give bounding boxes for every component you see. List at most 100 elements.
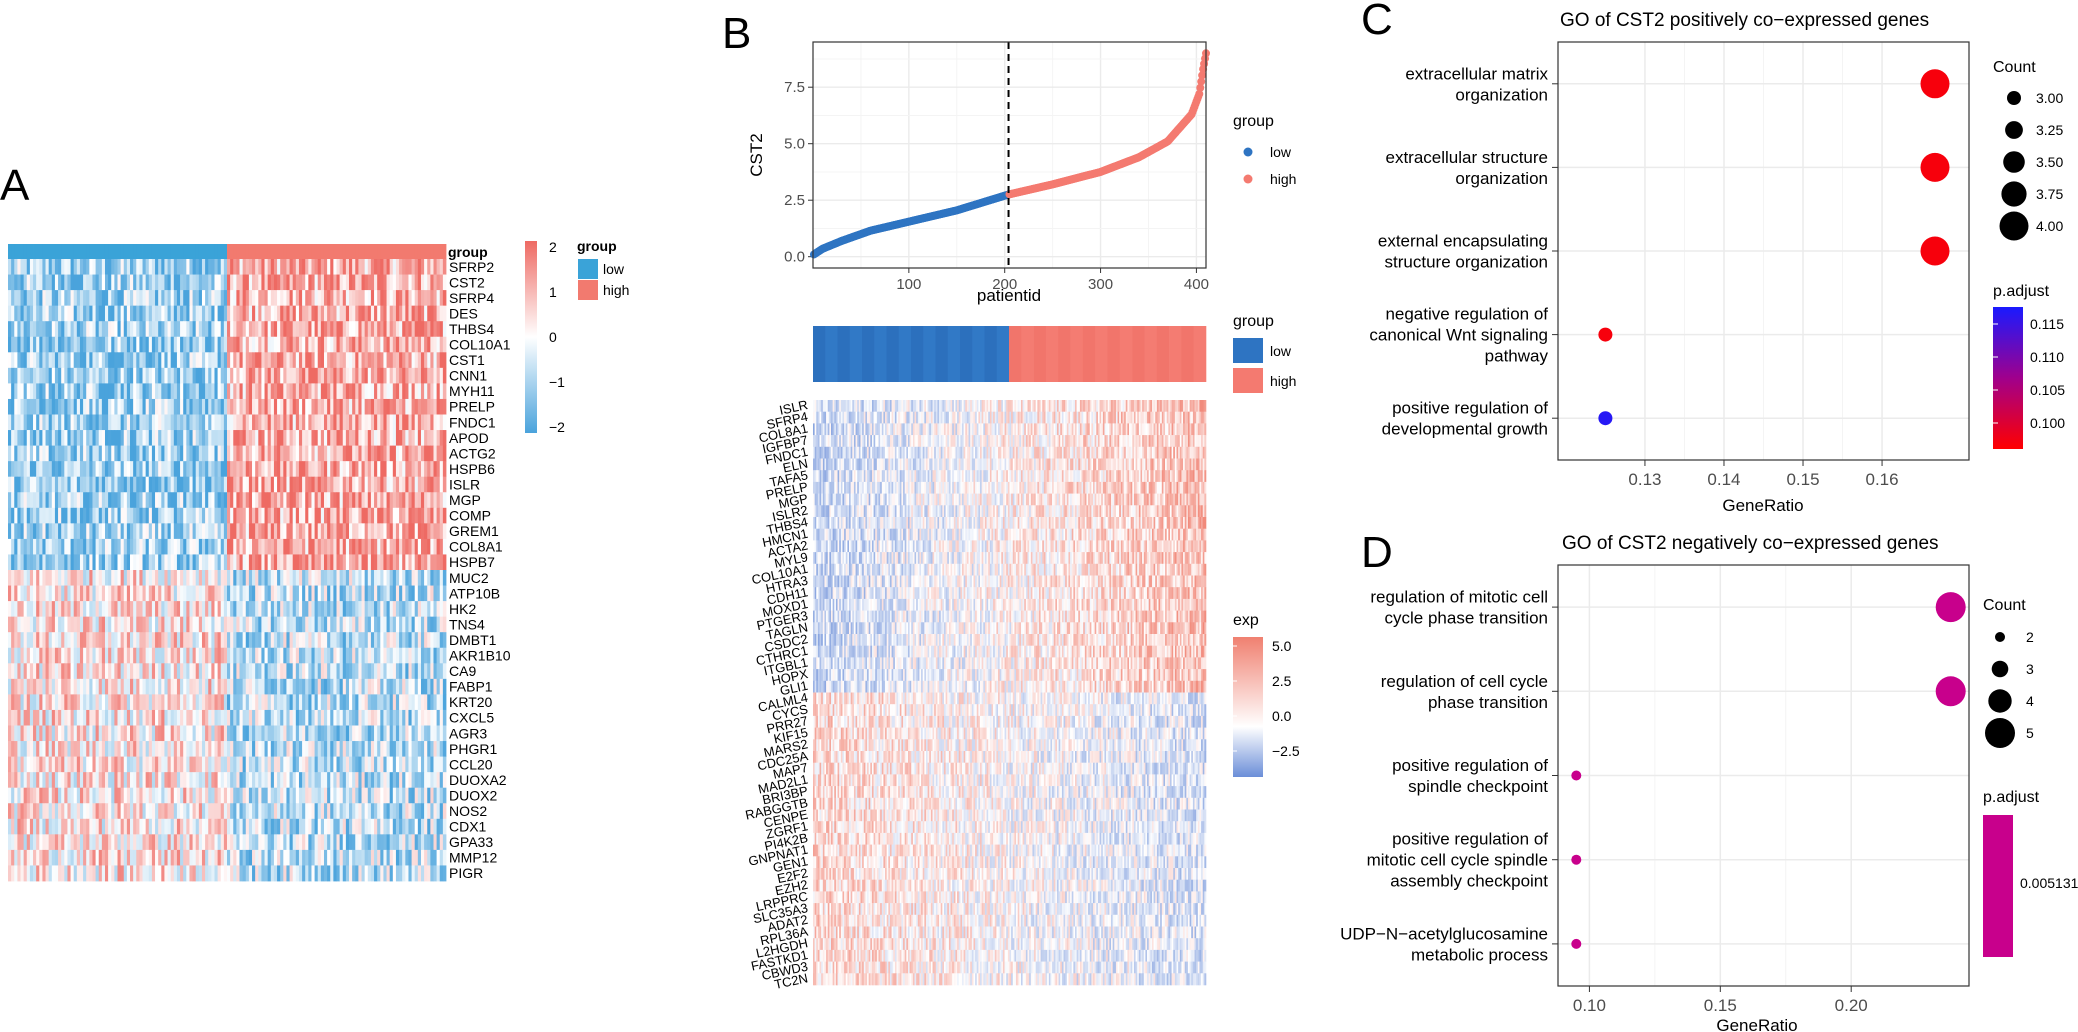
heatmap-a-cell bbox=[258, 538, 262, 555]
heatmap-a-cell bbox=[198, 787, 203, 804]
heatmap-a-cell bbox=[358, 647, 362, 664]
heatmap-a-cell bbox=[305, 694, 309, 711]
heatmap-a-cell bbox=[349, 383, 353, 400]
heatmap-a-cell bbox=[298, 492, 303, 509]
heatmap-a-cell bbox=[161, 632, 165, 649]
heatmap-a-cell bbox=[349, 414, 353, 431]
heatmap-a-cell bbox=[126, 694, 131, 711]
heatmap-a-cell bbox=[414, 430, 419, 446]
heatmap-a-cell bbox=[339, 507, 344, 524]
heatmap-a-cell bbox=[98, 632, 103, 649]
heatmap-a-cell bbox=[48, 554, 53, 571]
heatmap-a-cell bbox=[242, 336, 247, 353]
heatmap-a-cell bbox=[367, 290, 372, 307]
heatmap-a-cell bbox=[355, 398, 359, 415]
heatmap-a-cell bbox=[151, 725, 156, 742]
heatmap-a-cell bbox=[8, 756, 12, 773]
heatmap-a-cell bbox=[117, 259, 122, 275]
heatmap-a-cell bbox=[36, 772, 40, 789]
heatmap-a-cell bbox=[270, 616, 275, 633]
heatmap-a-cell bbox=[380, 523, 384, 540]
heatmap-a-cell bbox=[386, 476, 391, 493]
heatmap-a-cell bbox=[54, 585, 59, 602]
heatmap-a-cell bbox=[167, 461, 172, 478]
heatmap-a-cell bbox=[230, 663, 234, 680]
heatmap-a-cell bbox=[352, 305, 356, 322]
heatmap-a-cell bbox=[442, 398, 447, 415]
heatmap-a-cell bbox=[92, 756, 96, 773]
heatmap-a-cell bbox=[73, 647, 78, 664]
heatmap-a-cell bbox=[201, 445, 206, 462]
heatmap-a-group-annotation bbox=[8, 244, 447, 260]
heatmap-a-cell bbox=[364, 632, 369, 649]
heatmap-a-cell bbox=[380, 290, 384, 307]
heatmap-a-cell bbox=[79, 663, 84, 680]
heatmap-a-cell bbox=[436, 476, 441, 493]
heatmap-a-cell bbox=[148, 772, 153, 789]
heatmap-a-cell bbox=[123, 663, 128, 680]
heatmap-a-cell bbox=[414, 367, 419, 384]
heatmap-a-cell bbox=[155, 336, 159, 353]
heatmap-a-cell bbox=[273, 290, 278, 307]
heatmap-a-cell bbox=[51, 787, 56, 804]
heatmap-a-cell bbox=[436, 523, 441, 540]
heatmap-a-cell bbox=[327, 741, 331, 757]
heatmap-a-cell bbox=[227, 741, 231, 757]
heatmap-a-cell bbox=[123, 725, 128, 742]
heatmap-a-cell bbox=[342, 647, 347, 664]
heatmap-a-cell bbox=[258, 321, 262, 338]
heatmap-a-cell bbox=[433, 492, 438, 509]
heatmap-a-cell bbox=[267, 430, 272, 446]
heatmap-a-cell bbox=[380, 585, 384, 602]
heatmap-a-cell bbox=[289, 352, 294, 369]
heatmap-a-cell bbox=[230, 523, 234, 540]
heatmap-a-cell bbox=[236, 430, 240, 446]
heatmap-a-cell bbox=[330, 383, 334, 400]
heatmap-a-cell bbox=[214, 476, 219, 493]
heatmap-a-cell bbox=[33, 398, 37, 415]
heatmap-a-cell bbox=[148, 414, 153, 431]
heatmap-a-cell bbox=[433, 570, 438, 586]
heatmap-a-cell bbox=[383, 507, 387, 524]
heatmap-a-cell bbox=[230, 647, 234, 664]
heatmap-a-cell bbox=[352, 445, 356, 462]
heatmap-a-cell bbox=[436, 445, 441, 462]
heatmap-a-cell bbox=[339, 647, 344, 664]
heatmap-a-cell bbox=[83, 352, 87, 369]
heatmap-a-cell bbox=[349, 663, 353, 680]
heatmap-a-cell bbox=[205, 259, 209, 275]
heatmap-a-cell bbox=[136, 756, 140, 773]
heatmap-a-cell bbox=[230, 570, 234, 586]
heatmap-a-cell bbox=[14, 367, 18, 384]
heatmap-a-cell bbox=[433, 678, 438, 695]
heatmap-a-cell bbox=[248, 694, 253, 711]
heatmap-a-cell bbox=[395, 367, 400, 384]
heatmap-a-cell bbox=[252, 756, 256, 773]
heatmap-a-cell bbox=[367, 305, 372, 322]
heatmap-a-cell bbox=[104, 709, 109, 726]
heatmap-a-cell bbox=[42, 663, 46, 680]
heatmap-a-cell bbox=[64, 787, 68, 804]
heatmap-a-cell bbox=[223, 352, 228, 369]
heatmap-a-cell bbox=[170, 523, 175, 540]
heatmap-a-cell bbox=[383, 430, 387, 446]
heatmap-a-cell bbox=[11, 398, 15, 415]
heatmap-a-cell bbox=[227, 772, 231, 789]
heatmap-a-cell bbox=[298, 741, 303, 757]
heatmap-a-cell bbox=[314, 461, 319, 478]
heatmap-a-cell bbox=[302, 741, 306, 757]
heatmap-a-cell bbox=[26, 678, 31, 695]
heatmap-a-cell bbox=[233, 461, 237, 478]
heatmap-a-cell bbox=[427, 352, 431, 369]
heatmap-a-cell bbox=[11, 538, 15, 555]
heatmap-a-cell bbox=[142, 476, 147, 493]
heatmap-a-cell bbox=[33, 647, 37, 664]
heatmap-a-cell bbox=[67, 398, 71, 415]
heatmap-a-cell bbox=[374, 756, 378, 773]
heatmap-a-cell bbox=[270, 383, 275, 400]
heatmap-a-cell bbox=[295, 445, 300, 462]
heatmap-a-cell bbox=[252, 321, 256, 338]
heatmap-a-cell bbox=[408, 585, 412, 602]
heatmap-a-cell bbox=[133, 259, 137, 275]
heatmap-a-cell bbox=[367, 570, 372, 586]
